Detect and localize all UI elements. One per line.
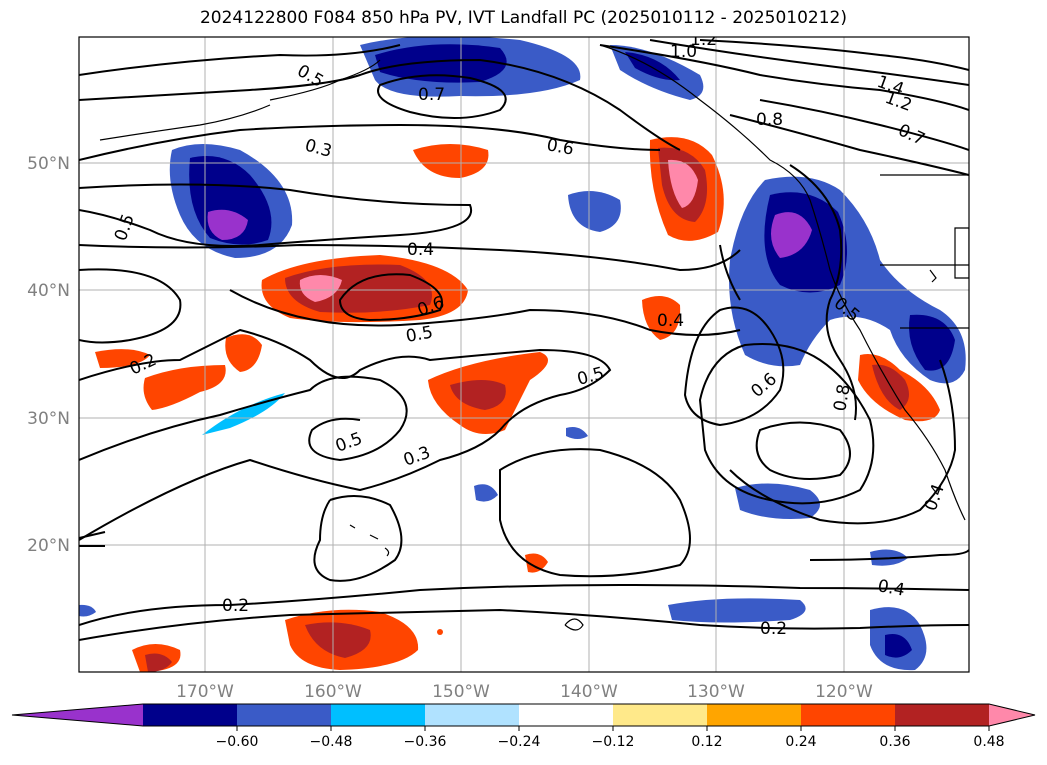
contour-label: 0.8: [830, 383, 854, 413]
colorbar-outline: [11, 703, 1036, 727]
colorbar-tick-label: 0.24: [785, 734, 816, 750]
lon-label: 170°W: [176, 682, 234, 702]
colorbar-tick-label: −0.24: [498, 734, 541, 750]
colorbar-tick-label: −0.12: [592, 734, 635, 750]
colorbar-segment: [519, 704, 614, 726]
colorbar-tick-label: −0.48: [310, 734, 353, 750]
colorbar-segment: [613, 704, 708, 726]
colorbar-extend-min: [12, 704, 143, 726]
pv-shading: [79, 37, 966, 672]
map-panel: 0.5 0.7 0.3 0.6 0.5 0.4 0.6 0.5 0.2 0.4 …: [78, 30, 970, 673]
lat-label: 20°N: [27, 536, 70, 556]
colorbar-segment: [237, 704, 332, 726]
colorbar-segment: [425, 704, 520, 726]
colorbar-extend-max: [989, 704, 1035, 726]
colorbar-tick-label: 0.12: [691, 734, 722, 750]
lon-label: 160°W: [304, 682, 362, 702]
lat-label: 50°N: [27, 154, 70, 174]
pv-contours: [79, 39, 969, 641]
lat-label: 40°N: [27, 281, 70, 301]
lon-label: 120°W: [815, 682, 873, 702]
colorbar-segment: [707, 704, 802, 726]
colorbar-segment: [895, 704, 990, 726]
contour-label: 0.8: [756, 110, 783, 130]
colorbar-segment: [143, 704, 238, 726]
lat-label: 30°N: [27, 409, 70, 429]
contour-label: 0.2: [222, 596, 249, 616]
contour-label: 1.0: [670, 42, 697, 62]
lon-label: 130°W: [687, 682, 745, 702]
colorbar-tick-label: 0.48: [973, 734, 1004, 750]
contour-label: 0.7: [418, 85, 445, 105]
lon-label: 150°W: [432, 682, 490, 702]
colorbar: −0.60 −0.48 −0.36 −0.24 −0.12 0.12 0.24 0.36 0.4…: [11, 703, 1036, 750]
lat-axis-labels: 50°N 40°N 30°N 20°N: [27, 154, 70, 556]
contour-label: 0.5: [404, 323, 434, 347]
lon-label: 140°W: [560, 682, 618, 702]
colorbar-segment: [801, 704, 896, 726]
map-frame: [78, 36, 970, 673]
contour-label: 0.4: [657, 311, 684, 331]
colorbar-tick-label: −0.60: [216, 734, 259, 750]
lon-axis-labels: 170°W 160°W 150°W 140°W 130°W 120°W: [176, 682, 873, 702]
colorbar-tick-label: 0.36: [879, 734, 910, 750]
contour-label: 0.6: [545, 135, 575, 159]
contour-label: 0.2: [760, 619, 787, 639]
contour-label: 0.4: [407, 240, 434, 260]
map-title: 2024122800 F084 850 hPa PV, IVT Landfall…: [199, 8, 847, 28]
colorbar-tick-label: −0.36: [404, 734, 447, 750]
contour-label: 0.4: [876, 576, 906, 600]
colorbar-segment: [331, 704, 426, 726]
contour-label: 1.2: [690, 30, 717, 50]
